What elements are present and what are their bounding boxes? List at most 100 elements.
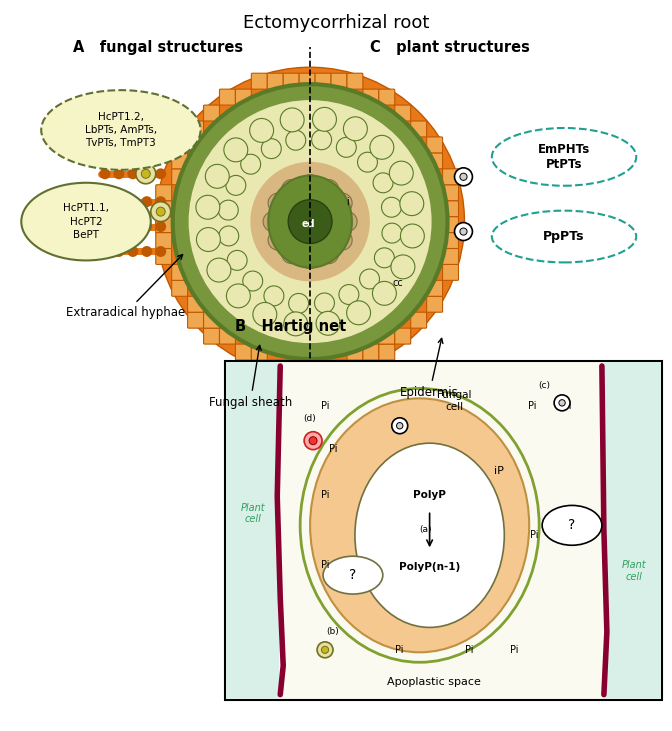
Circle shape xyxy=(253,303,277,326)
Circle shape xyxy=(141,168,153,179)
Circle shape xyxy=(173,84,448,359)
Circle shape xyxy=(141,170,151,178)
Text: ?: ? xyxy=(569,518,576,532)
Text: i: i xyxy=(347,197,349,207)
FancyBboxPatch shape xyxy=(235,89,251,105)
Circle shape xyxy=(282,243,302,264)
Circle shape xyxy=(559,400,565,406)
Text: iP: iP xyxy=(495,466,504,476)
Circle shape xyxy=(155,168,166,179)
Text: Pi: Pi xyxy=(321,560,329,570)
Text: PolyP: PolyP xyxy=(413,491,446,501)
Circle shape xyxy=(243,271,263,291)
Circle shape xyxy=(460,228,467,235)
FancyBboxPatch shape xyxy=(187,296,204,312)
Text: HcPT1.2,
LbPTs, AmPTs,
TvPTs, TmPT3: HcPT1.2, LbPTs, AmPTs, TvPTs, TmPT3 xyxy=(85,112,157,148)
Text: A   fungal structures: A fungal structures xyxy=(73,40,243,56)
Circle shape xyxy=(289,293,308,314)
FancyBboxPatch shape xyxy=(187,312,204,328)
Circle shape xyxy=(58,221,69,232)
Text: Fungal sheath: Fungal sheath xyxy=(209,345,292,409)
Text: Extraradical hyphae: Extraradical hyphae xyxy=(67,254,185,319)
FancyBboxPatch shape xyxy=(226,362,280,699)
Circle shape xyxy=(460,173,467,181)
FancyBboxPatch shape xyxy=(171,169,187,185)
Text: C   plant structures: C plant structures xyxy=(370,40,530,56)
Text: PpPTs: PpPTs xyxy=(543,230,585,243)
FancyBboxPatch shape xyxy=(443,216,458,232)
Circle shape xyxy=(155,141,166,152)
Circle shape xyxy=(128,246,138,257)
Circle shape xyxy=(151,202,171,221)
Circle shape xyxy=(85,196,97,207)
Circle shape xyxy=(332,230,352,250)
Circle shape xyxy=(347,301,370,325)
Circle shape xyxy=(114,168,124,179)
Circle shape xyxy=(141,141,153,152)
FancyBboxPatch shape xyxy=(363,344,379,360)
Text: Fungal
cell: Fungal cell xyxy=(437,390,472,412)
FancyBboxPatch shape xyxy=(171,265,187,281)
Circle shape xyxy=(337,212,357,232)
Circle shape xyxy=(141,196,153,207)
Circle shape xyxy=(155,221,166,232)
Circle shape xyxy=(155,246,166,257)
Circle shape xyxy=(136,164,156,183)
FancyBboxPatch shape xyxy=(443,265,458,281)
FancyBboxPatch shape xyxy=(204,328,220,344)
Text: (b): (b) xyxy=(327,627,339,637)
Circle shape xyxy=(227,251,247,270)
Circle shape xyxy=(155,196,166,207)
Circle shape xyxy=(99,246,110,257)
FancyBboxPatch shape xyxy=(427,281,443,296)
Circle shape xyxy=(141,246,153,257)
FancyBboxPatch shape xyxy=(379,344,394,360)
Circle shape xyxy=(261,139,282,159)
Circle shape xyxy=(251,162,370,281)
Ellipse shape xyxy=(492,128,636,186)
Text: Pi: Pi xyxy=(530,530,538,540)
Ellipse shape xyxy=(492,211,636,262)
Circle shape xyxy=(196,227,220,251)
Text: Pi: Pi xyxy=(465,645,474,655)
Text: cc: cc xyxy=(392,279,403,288)
Circle shape xyxy=(241,154,261,174)
Ellipse shape xyxy=(41,90,200,170)
FancyBboxPatch shape xyxy=(156,249,171,265)
FancyBboxPatch shape xyxy=(204,105,220,121)
Circle shape xyxy=(309,436,317,444)
Circle shape xyxy=(114,221,124,232)
FancyBboxPatch shape xyxy=(394,105,411,121)
FancyBboxPatch shape xyxy=(235,344,251,360)
FancyBboxPatch shape xyxy=(187,137,204,153)
FancyBboxPatch shape xyxy=(411,312,427,328)
Circle shape xyxy=(58,196,69,207)
Circle shape xyxy=(454,223,472,240)
FancyBboxPatch shape xyxy=(299,360,315,376)
Circle shape xyxy=(99,221,110,232)
Circle shape xyxy=(114,141,124,152)
FancyBboxPatch shape xyxy=(443,249,458,265)
Circle shape xyxy=(300,249,320,268)
Circle shape xyxy=(156,67,464,376)
Circle shape xyxy=(288,200,332,243)
Circle shape xyxy=(401,224,424,248)
Circle shape xyxy=(264,286,284,306)
FancyBboxPatch shape xyxy=(156,216,171,232)
Circle shape xyxy=(268,230,288,250)
FancyBboxPatch shape xyxy=(187,121,204,137)
Ellipse shape xyxy=(542,505,602,545)
Text: Pi: Pi xyxy=(562,401,571,411)
Circle shape xyxy=(382,223,402,243)
FancyBboxPatch shape xyxy=(171,153,187,169)
Circle shape xyxy=(263,212,283,232)
Circle shape xyxy=(114,246,124,257)
Circle shape xyxy=(206,164,229,189)
Text: Plant
cell: Plant cell xyxy=(622,560,646,582)
Circle shape xyxy=(72,221,83,232)
Circle shape xyxy=(128,196,138,207)
Circle shape xyxy=(250,118,274,143)
Circle shape xyxy=(85,221,97,232)
FancyBboxPatch shape xyxy=(427,296,443,312)
Circle shape xyxy=(286,130,306,150)
